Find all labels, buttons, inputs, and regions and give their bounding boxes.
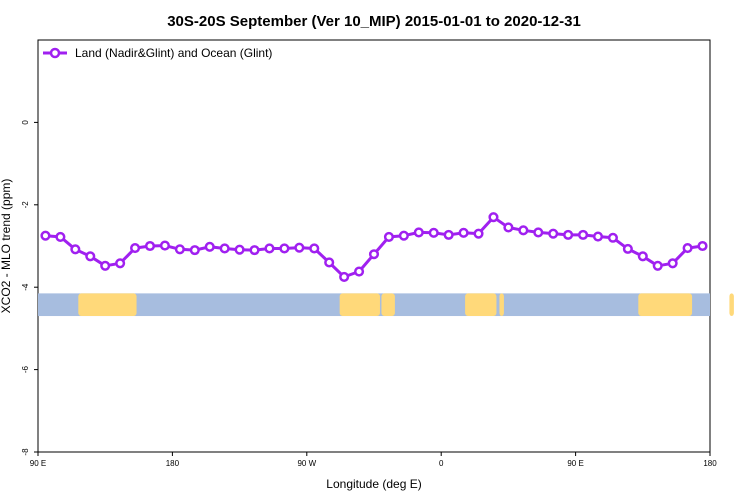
- x-tick-label: 180: [166, 459, 180, 468]
- data-point: [518, 225, 529, 236]
- data-point: [458, 227, 469, 238]
- data-point: [55, 231, 66, 242]
- legend-label: Land (Nadir&Glint) and Ocean (Glint): [75, 46, 272, 60]
- data-point: [339, 271, 350, 282]
- series-layer: [40, 212, 708, 282]
- data-point: [578, 229, 589, 240]
- data-point: [563, 229, 574, 240]
- x-tick-label: 0: [439, 459, 444, 468]
- data-point: [40, 230, 51, 241]
- series-line: [45, 215, 703, 279]
- y-tick-label: -8: [21, 448, 30, 456]
- land-patch: [638, 293, 693, 317]
- y-axis-label: XCO2 - MLO trend (ppm): [0, 179, 13, 314]
- data-point: [279, 243, 290, 254]
- data-point: [548, 228, 559, 239]
- chart-title: 30S-20S September (Ver 10_MIP) 2015-01-0…: [167, 13, 581, 30]
- data-point: [428, 227, 439, 238]
- data-point: [443, 229, 454, 240]
- x-axis-label: Longitude (deg E): [326, 477, 421, 491]
- data-point: [100, 260, 111, 271]
- land-ocean-strip: [38, 293, 734, 317]
- x-tick-label: 90 E: [30, 459, 46, 468]
- land-patch: [381, 293, 395, 317]
- data-point: [249, 245, 260, 256]
- data-point: [682, 243, 693, 254]
- data-point: [637, 251, 648, 262]
- land-patch: [78, 293, 137, 317]
- data-point: [115, 258, 126, 269]
- data-point: [130, 243, 141, 254]
- data-point: [503, 222, 514, 233]
- y-tick-label: -4: [21, 283, 30, 291]
- data-point: [70, 244, 81, 255]
- x-tick-label: 90 E: [567, 459, 583, 468]
- legend-marker-swatch: [49, 47, 61, 59]
- data-point: [204, 241, 215, 252]
- data-point: [294, 242, 305, 253]
- data-point: [383, 231, 394, 242]
- x-tick-label: 180: [703, 459, 717, 468]
- data-point: [159, 240, 170, 251]
- data-point: [354, 266, 365, 277]
- x-tick-label: 90 W: [297, 459, 316, 468]
- land-patch: [499, 293, 504, 317]
- y-axis: -8 -6 -4 -2 0: [21, 120, 38, 456]
- data-point: [697, 240, 708, 252]
- data-point: [413, 227, 424, 238]
- land-patch: [132, 293, 136, 317]
- data-point: [189, 245, 200, 256]
- data-point: [667, 258, 678, 269]
- data-point: [607, 232, 618, 243]
- data-point: [309, 243, 320, 254]
- data-point: [174, 244, 185, 255]
- data-point: [592, 231, 604, 242]
- data-point: [473, 228, 484, 239]
- legend: Land (Nadir&Glint) and Ocean (Glint): [43, 46, 272, 60]
- data-point: [398, 230, 409, 241]
- plot-frame: [37, 39, 711, 453]
- y-tick-label: 0: [21, 120, 30, 125]
- data-point: [144, 240, 156, 252]
- data-point: [533, 227, 544, 238]
- y-tick-label: -2: [21, 201, 30, 209]
- data-point: [219, 243, 230, 254]
- data-point: [622, 243, 633, 254]
- land-patch: [465, 293, 497, 317]
- land-patch: [729, 293, 734, 317]
- data-point: [264, 243, 275, 254]
- y-tick-label: -6: [21, 365, 30, 373]
- data-point: [488, 212, 499, 223]
- land-patch: [339, 293, 380, 317]
- x-axis: 90 E 180 90 W 0 90 E 180: [30, 452, 717, 468]
- data-point: [368, 249, 380, 260]
- data-point: [85, 251, 96, 262]
- data-point: [324, 257, 335, 268]
- data-point: [234, 244, 245, 255]
- data-point: [652, 260, 663, 271]
